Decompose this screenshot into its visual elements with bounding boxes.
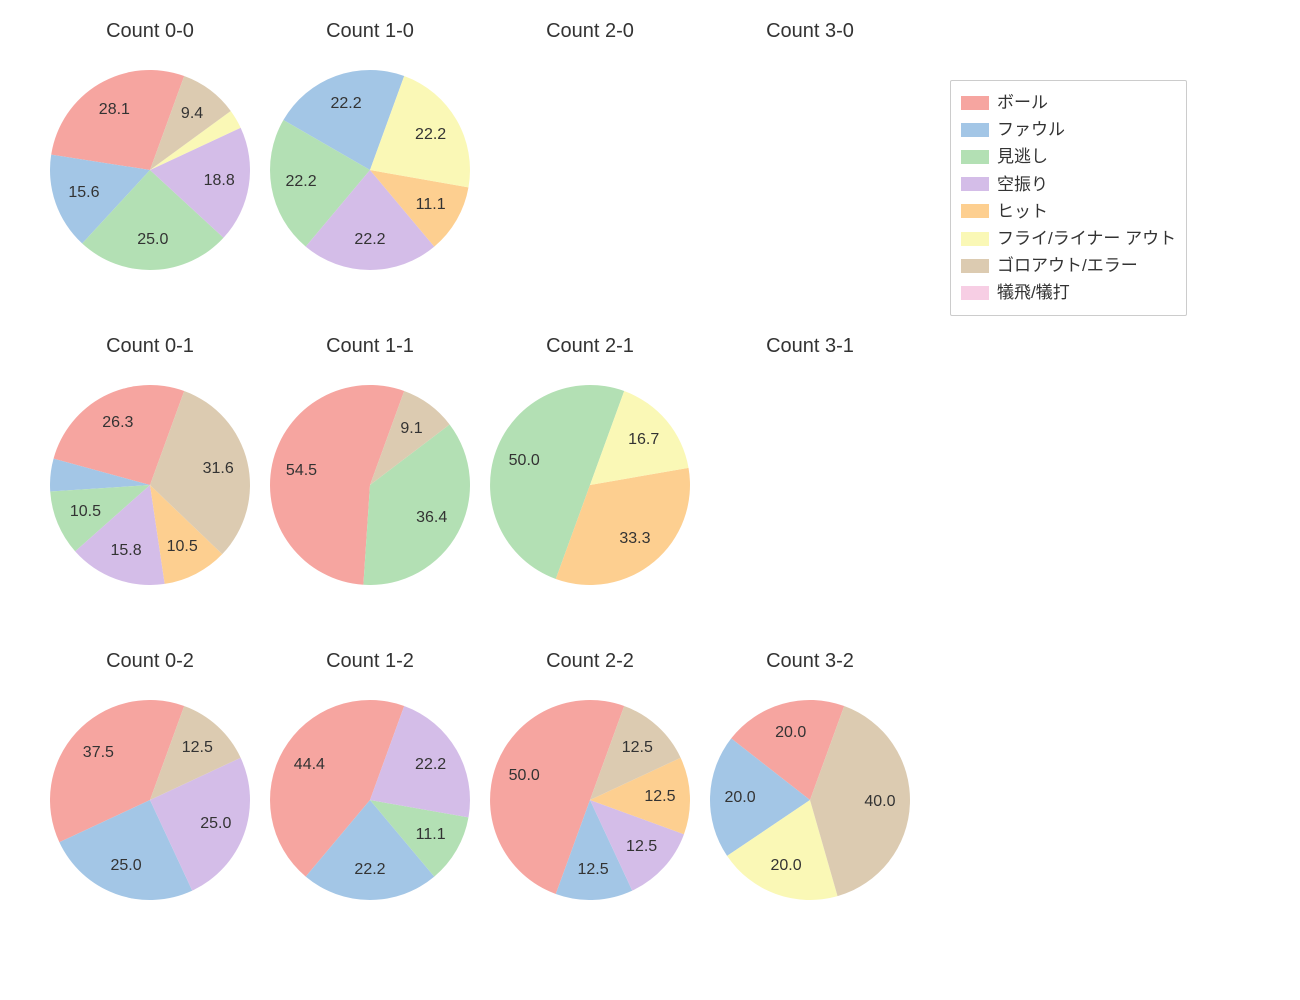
pie-chart [490,385,690,585]
legend-swatch [961,123,989,137]
legend-item-ball: ボール [961,89,1176,116]
chart-title: Count 2-1 [490,335,690,358]
pie-chart [50,385,250,585]
chart-title: Count 0-0 [50,20,250,43]
legend-label: 犠飛/犠打 [997,279,1070,306]
legend-item-foul: ファウル [961,116,1176,143]
chart-title: Count 2-0 [490,20,690,43]
legend-item-ground: ゴロアウト/エラー [961,252,1176,279]
legend-label: ゴロアウト/エラー [997,252,1138,279]
pie-chart [50,70,250,270]
legend-item-swing: 空振り [961,171,1176,198]
figure-canvas: Count 0-028.115.625.018.89.4Count 1-022.… [0,0,1300,1000]
chart-title: Count 3-0 [710,20,910,43]
legend-item-flyout: フライ/ライナー アウト [961,225,1176,252]
legend-label: ファウル [997,116,1065,143]
legend-swatch [961,150,989,164]
chart-title: Count 3-2 [710,650,910,673]
pie-chart [270,700,470,900]
legend: ボールファウル見逃し空振りヒットフライ/ライナー アウトゴロアウト/エラー犠飛/… [950,80,1187,316]
pie-chart [270,70,470,270]
pie-chart [50,700,250,900]
legend-item-look: 見逃し [961,143,1176,170]
legend-label: 見逃し [997,143,1048,170]
legend-swatch [961,96,989,110]
chart-title: Count 3-1 [710,335,910,358]
legend-label: ボール [997,89,1048,116]
legend-swatch [961,232,989,246]
chart-title: Count 0-2 [50,650,250,673]
pie-chart [490,700,690,900]
pie-chart [270,385,470,585]
legend-swatch [961,177,989,191]
chart-title: Count 0-1 [50,335,250,358]
chart-title: Count 2-2 [490,650,690,673]
pie-chart [710,700,910,900]
legend-swatch [961,259,989,273]
legend-swatch [961,286,989,300]
legend-label: フライ/ライナー アウト [997,225,1176,252]
legend-swatch [961,204,989,218]
legend-item-hit: ヒット [961,198,1176,225]
legend-item-sac: 犠飛/犠打 [961,279,1176,306]
chart-title: Count 1-2 [270,650,470,673]
chart-title: Count 1-0 [270,20,470,43]
legend-label: 空振り [997,171,1048,198]
legend-label: ヒット [997,198,1048,225]
chart-title: Count 1-1 [270,335,470,358]
